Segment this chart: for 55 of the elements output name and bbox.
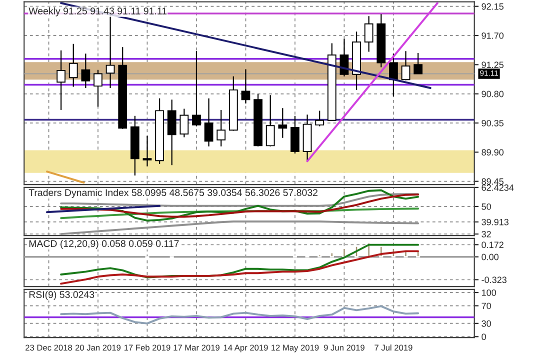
chart-title: Traders Dynamic Index 58.0995 48.5675 39.0354 56.3026 57.8032 — [28, 188, 318, 198]
y-tick-label: 62.4234 — [482, 184, 514, 191]
y-tick-label: 0 — [482, 334, 486, 340]
candlestick — [414, 52, 423, 74]
y-tick-label: 89.45 — [482, 178, 504, 185]
candlestick — [56, 50, 66, 111]
x-tick-label: 12 May 2019 — [272, 344, 319, 352]
candlestick — [266, 94, 275, 147]
y-tick-label: 70 — [482, 302, 491, 310]
y-tick-label: 92.15 — [482, 3, 504, 10]
x-tick-label: 23 Dec 2018 — [26, 344, 72, 351]
candlestick — [278, 108, 288, 138]
y-tick-label: 89.90 — [482, 149, 504, 156]
candlestick — [94, 69, 102, 108]
candlestick — [315, 110, 324, 127]
y-tick-label: 0.00 — [482, 254, 499, 260]
x-tick-label: 17 Feb 2019 — [124, 344, 170, 351]
y-tick-label: 50 — [482, 203, 491, 210]
bar — [342, 248, 346, 258]
candlestick — [180, 108, 189, 138]
x-tick-label: 20 Jan 2019 — [75, 344, 121, 351]
line-series — [60, 250, 420, 285]
chart-title: MACD (12,20,9) 0.058 0.059 0.117 — [29, 240, 179, 249]
candlestick — [204, 98, 214, 147]
y-tick-label: 90.80 — [482, 90, 504, 98]
candlestick — [290, 115, 300, 154]
y-tick-label: 30 — [482, 320, 491, 327]
line-series — [60, 305, 420, 324]
candlestick — [401, 50, 410, 81]
candlestick — [167, 99, 176, 166]
y-tick-label: 91.25 — [482, 62, 504, 68]
candlestick — [142, 135, 152, 167]
x-tick-label: 9 Jun 2019 — [324, 344, 364, 351]
y-tick-label: 100 — [482, 289, 496, 296]
y-tick-label: 39.913 — [482, 218, 509, 226]
text: Weekly 91.25 91.43 91.11 91.11 — [28, 7, 167, 16]
chart-title: RSI(9) 53.0243 — [29, 290, 94, 300]
y-tick-label: 90.35 — [482, 120, 504, 126]
candlestick — [68, 43, 78, 88]
y-tick-label: 0.172 — [482, 242, 504, 248]
candlestick — [241, 68, 250, 104]
bar — [330, 252, 334, 258]
candlestick — [364, 16, 374, 52]
y-tick-label: 32 — [482, 231, 491, 238]
candlestick — [389, 53, 398, 97]
line-series — [60, 189, 420, 222]
candlestick — [81, 53, 90, 89]
candlestick — [216, 109, 226, 147]
y-tick-label: -0.323 — [482, 276, 507, 284]
x-tick-label: 14 Apr 2019 — [224, 344, 268, 352]
y-tick-label: 91.70 — [482, 32, 504, 39]
line-series — [60, 208, 420, 220]
bar — [318, 254, 322, 258]
x-tick-label: 17 Mar 2019 — [174, 344, 220, 351]
x-tick-label: 7 Jul 2019 — [374, 344, 412, 351]
